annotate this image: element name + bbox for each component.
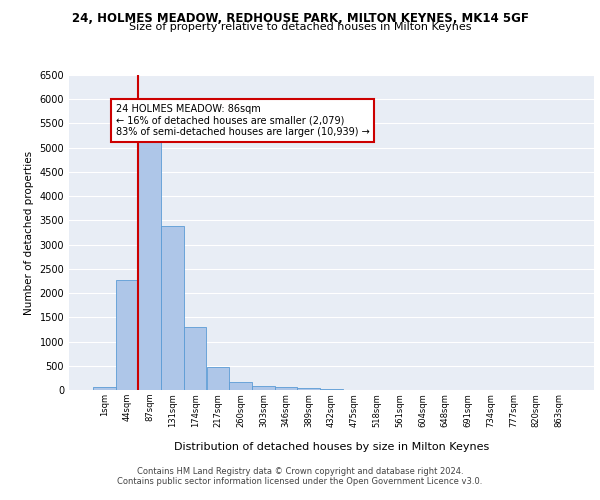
Text: Contains HM Land Registry data © Crown copyright and database right 2024.: Contains HM Land Registry data © Crown c…: [137, 467, 463, 476]
Bar: [252, 386, 275, 390]
Text: Distribution of detached houses by size in Milton Keynes: Distribution of detached houses by size …: [174, 442, 489, 452]
Bar: [161, 226, 184, 390]
Y-axis label: Number of detached properties: Number of detached properties: [24, 150, 34, 314]
Bar: [229, 382, 252, 390]
Bar: [93, 386, 116, 390]
Bar: [184, 326, 206, 390]
Text: 24 HOLMES MEADOW: 86sqm
← 16% of detached houses are smaller (2,079)
83% of semi: 24 HOLMES MEADOW: 86sqm ← 16% of detache…: [116, 104, 370, 138]
Bar: [320, 389, 343, 390]
Bar: [139, 126, 161, 390]
Bar: [298, 388, 320, 390]
Text: Contains public sector information licensed under the Open Government Licence v3: Contains public sector information licen…: [118, 477, 482, 486]
Bar: [275, 388, 298, 390]
Text: 24, HOLMES MEADOW, REDHOUSE PARK, MILTON KEYNES, MK14 5GF: 24, HOLMES MEADOW, REDHOUSE PARK, MILTON…: [71, 12, 529, 26]
Bar: [206, 366, 229, 390]
Bar: [116, 280, 139, 390]
Text: Size of property relative to detached houses in Milton Keynes: Size of property relative to detached ho…: [129, 22, 471, 32]
